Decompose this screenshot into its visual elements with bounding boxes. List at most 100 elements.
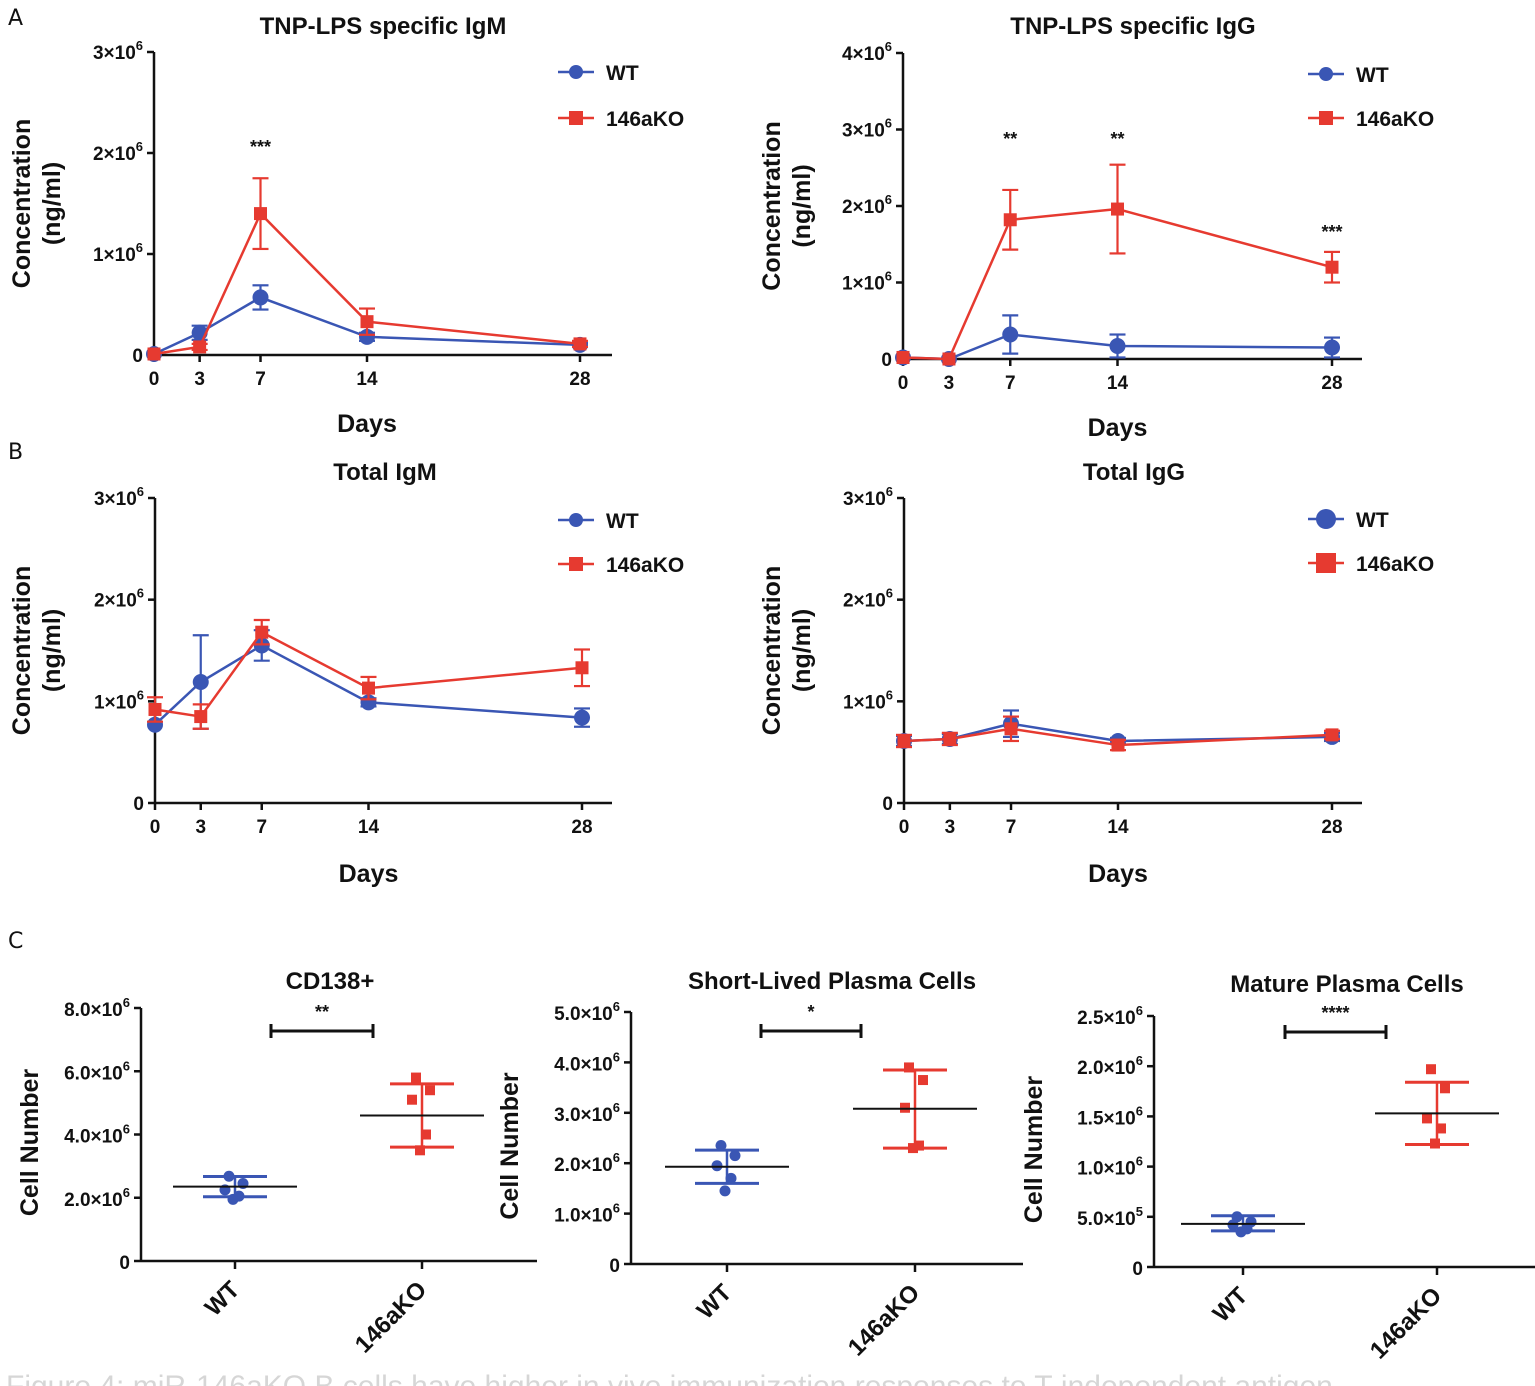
chart-tnp-lps-igg: TNP-LPS specific IgG 0 1×106 2×106 3×106 4×10… [758, 13, 1434, 442]
x-tick-label-0: 0 [898, 373, 909, 394]
y-tick-label-2: 2×106 [842, 192, 892, 218]
y-tick-label-2: 2×106 [93, 139, 143, 165]
legend-label-146ako: 146aKO [1356, 553, 1434, 576]
legend-marker-146ako [569, 111, 583, 125]
x-category-label-146ako: 146aKO [843, 1279, 925, 1361]
y-tick-label-1: 1×106 [93, 240, 143, 266]
x-category-label-146ako: 146aKO [350, 1276, 432, 1358]
y-tick-label-1: 2.0×106 [64, 1185, 130, 1211]
x-axis-label: Days [337, 410, 397, 438]
y-tick-label-2: 2.0×106 [554, 1150, 620, 1176]
y-tick-label-4: 8.0×106 [64, 995, 130, 1021]
data-point-146ako [918, 1075, 928, 1086]
data-point-146ako [904, 1062, 914, 1073]
data-point-wt [1109, 337, 1126, 354]
legend-label-wt: WT [1356, 509, 1389, 532]
data-point-146ako [411, 1072, 421, 1083]
y-tick-label-3: 1.5×106 [1077, 1103, 1143, 1129]
data-point-wt [1324, 339, 1340, 356]
data-point-146ako [575, 661, 589, 675]
data-point-wt [711, 1160, 723, 1172]
y-axis-label: Concentration(ng/ml) [8, 119, 66, 288]
data-point-wt [227, 1193, 239, 1205]
data-point-wt [715, 1140, 727, 1152]
y-tick-label-3: 6.0×106 [64, 1058, 130, 1084]
x-tick-label-1: 3 [194, 369, 205, 390]
data-point-wt [1235, 1226, 1247, 1238]
x-category-label-wt: WT [692, 1279, 738, 1325]
x-tick-label-1: 3 [945, 817, 956, 838]
y-tick-label-0: 0 [609, 1256, 620, 1277]
data-point-146ako [1111, 202, 1124, 216]
data-point-146ako [897, 734, 911, 748]
chart-short-lived-plasma-cells: Short-Lived Plasma Cells 0 1.0×106 2.0×106 3… [496, 968, 1023, 1361]
legend-marker-wt [1319, 67, 1333, 81]
y-tick-label-4: 4.0×106 [554, 1049, 620, 1075]
legend-marker-wt [1316, 509, 1336, 529]
data-point-146ako [1004, 722, 1018, 736]
x-tick-label-3: 14 [358, 817, 380, 838]
data-point-wt [223, 1170, 235, 1182]
data-point-146ako [1430, 1138, 1440, 1149]
x-axis-label: Days [339, 860, 399, 888]
panel-letter-b: B [8, 440, 23, 465]
x-tick-label-2: 7 [1006, 817, 1017, 838]
chart-title: Mature Plasma Cells [1230, 971, 1463, 998]
x-tick-label-4: 28 [1321, 817, 1342, 838]
y-tick-label-3: 3×106 [843, 484, 893, 510]
data-point-146ako [1325, 728, 1339, 742]
x-tick-label-0: 0 [899, 817, 910, 838]
data-point-146ako [943, 732, 957, 746]
data-point-146ako [193, 340, 207, 354]
legend-label-146ako: 146aKO [606, 108, 684, 131]
y-tick-label-1: 1×106 [843, 687, 893, 713]
data-point-146ako [194, 710, 208, 724]
y-tick-label-4: 4×106 [842, 39, 892, 65]
legend-marker-wt [569, 65, 583, 79]
data-point-146ako [1422, 1113, 1432, 1124]
data-point-wt [1002, 326, 1019, 343]
chart-title: TNP-LPS specific IgG [1010, 13, 1255, 40]
chart-title: TNP-LPS specific IgM [260, 13, 507, 40]
data-point-146ako [1440, 1083, 1450, 1094]
y-tick-label-3: 3×106 [94, 484, 144, 510]
data-point-146ako [908, 1143, 918, 1154]
data-point-146ako [148, 702, 162, 716]
data-point-146ako [254, 207, 267, 221]
chart-title: Total IgM [333, 459, 437, 486]
y-tick-label-3: 3.0×106 [554, 1100, 620, 1126]
legend-label-146ako: 146aKO [606, 554, 684, 577]
data-point-146ako [415, 1145, 425, 1156]
data-point-146ako [573, 337, 587, 351]
data-point-146ako [1111, 738, 1125, 752]
data-point-wt [252, 289, 269, 306]
data-point-146ako [425, 1085, 435, 1096]
data-point-146ako [1426, 1064, 1436, 1075]
data-point-146ako [407, 1094, 417, 1105]
figure-caption: Figure 4: miR-146aKO B cells have higher… [6, 1370, 1333, 1386]
x-tick-label-0: 0 [149, 369, 160, 390]
legend-label-wt: WT [606, 62, 639, 85]
data-point-146ako [421, 1129, 431, 1140]
x-axis-label: Days [1088, 860, 1148, 888]
y-tick-label-1: 1×106 [842, 269, 892, 295]
data-point-wt [192, 674, 209, 691]
chart-total-igm: Total IgM 0 1×106 2×106 3×106 0 3 7 14 28 Days Conc… [8, 459, 684, 888]
legend-marker-146ako [1319, 111, 1333, 125]
data-point-wt [725, 1172, 737, 1184]
panel-letter-a: A [8, 6, 23, 31]
data-point-146ako [900, 1102, 910, 1113]
y-axis-label: Concentration(ng/ml) [758, 566, 816, 735]
significance-marker-0: *** [250, 137, 271, 157]
data-point-146ako [896, 350, 910, 364]
x-tick-label-4: 28 [569, 369, 590, 390]
y-tick-label-2: 2×106 [94, 586, 144, 612]
y-tick-label-0: 0 [119, 1253, 130, 1274]
data-point-146ako [914, 1140, 924, 1151]
y-tick-label-0: 0 [133, 794, 144, 815]
x-tick-label-4: 28 [1321, 373, 1342, 394]
legend-marker-146ako [1316, 553, 1336, 573]
data-point-wt [1227, 1219, 1239, 1231]
y-tick-label-2: 4.0×106 [64, 1122, 130, 1148]
